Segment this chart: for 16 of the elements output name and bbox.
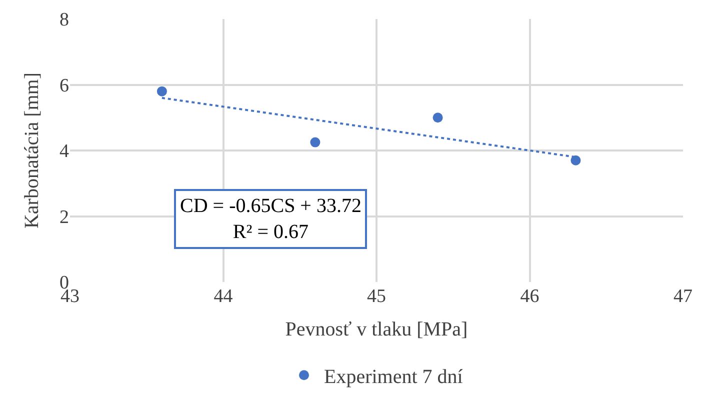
y-tick-label: 6 bbox=[60, 75, 69, 96]
annotation: CD = -0.65CS + 33.72 R² = 0.67 bbox=[180, 195, 362, 243]
y-tick-label: 8 bbox=[60, 10, 69, 31]
point bbox=[570, 155, 581, 166]
x-axis-title: Pevnosť v tlaku [MPa] bbox=[285, 318, 468, 340]
x-tick-label: 44 bbox=[214, 286, 234, 307]
x-tick-label: 47 bbox=[674, 286, 692, 307]
point bbox=[432, 112, 443, 123]
y-tick-label: 4 bbox=[60, 141, 70, 162]
point bbox=[310, 137, 320, 148]
y-tick-label: 2 bbox=[60, 206, 69, 228]
y-axis-title: Karbonatácia [mm] bbox=[21, 72, 43, 229]
point bbox=[156, 86, 167, 96]
x-tick-label: 46 bbox=[520, 286, 540, 307]
legend-label: Experiment 7 dní bbox=[324, 366, 464, 388]
x-tick-label: 45 bbox=[367, 286, 386, 307]
